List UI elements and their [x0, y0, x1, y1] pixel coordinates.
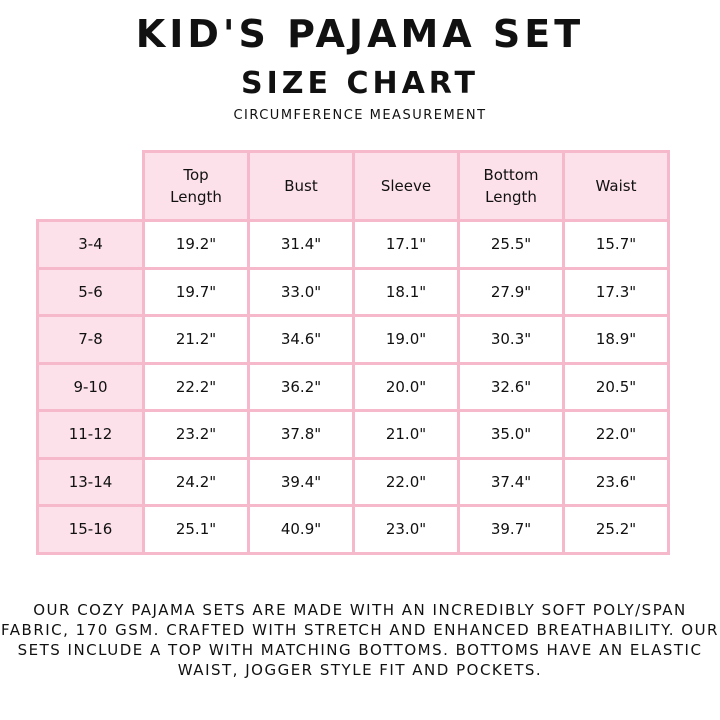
measurement-cell: 37.4" [457, 456, 565, 507]
table-row: 15-16 25.1" 40.9" 23.0" 39.7" 25.2" [36, 504, 670, 555]
size-label: 5-6 [36, 266, 145, 317]
table-row: 9-10 22.2" 36.2" 20.0" 32.6" 20.5" [36, 361, 670, 412]
measurement-cell: 25.1" [142, 504, 250, 555]
column-header-label: Sleeve [380, 176, 432, 195]
size-label: 13-14 [36, 456, 145, 507]
header-row: Top Length Bust Sleeve Bottom Length Waist [38, 150, 670, 222]
measurement-cell: 23.6" [562, 456, 670, 507]
measurement-cell: 31.4" [247, 219, 355, 270]
measurement-cell: 27.9" [457, 266, 565, 317]
measurement-cell: 36.2" [247, 361, 355, 412]
column-header-label: Bottom Length [483, 165, 539, 207]
page-title: KID'S PAJAMA SET [135, 12, 585, 56]
measurement-cell: 25.2" [562, 504, 670, 555]
column-header-label: Bust [284, 176, 318, 195]
measurement-cell: 17.1" [352, 219, 460, 270]
measurement-cell: 19.7" [142, 266, 250, 317]
measurement-cell: 37.8" [247, 409, 355, 460]
size-label: 3-4 [36, 219, 145, 270]
table-row: 13-14 24.2" 39.4" 22.0" 37.4" 23.6" [36, 456, 670, 507]
measurement-cell: 19.0" [352, 314, 460, 365]
measurement-cell: 35.0" [457, 409, 565, 460]
measurement-cell: 33.0" [247, 266, 355, 317]
measurement-cell: 24.2" [142, 456, 250, 507]
measurement-cell: 20.0" [352, 361, 460, 412]
table-row: 7-8 21.2" 34.6" 19.0" 30.3" 18.9" [36, 314, 670, 365]
table-row: 11-12 23.2" 37.8" 21.0" 35.0" 22.0" [36, 409, 670, 460]
product-description: OUR COZY PAJAMA SETS ARE MADE WITH AN IN… [1, 601, 719, 679]
measurement-cell: 39.7" [457, 504, 565, 555]
size-label: 7-8 [36, 314, 145, 365]
measurement-cell: 21.2" [142, 314, 250, 365]
measurement-cell: 18.1" [352, 266, 460, 317]
measurement-cell: 34.6" [247, 314, 355, 365]
measurement-cell: 39.4" [247, 456, 355, 507]
measurement-cell: 20.5" [562, 361, 670, 412]
corner-cell [38, 152, 144, 221]
table-row: 5-6 19.7" 33.0" 18.1" 27.9" 17.3" [36, 266, 670, 317]
size-label: 9-10 [36, 361, 145, 412]
measurement-cell: 21.0" [352, 409, 460, 460]
column-header: Sleeve [352, 150, 460, 222]
size-label: 11-12 [36, 409, 145, 460]
measurement-cell: 17.3" [562, 266, 670, 317]
measurement-cell: 19.2" [142, 219, 250, 270]
size-label: 15-16 [36, 504, 145, 555]
column-header-label: Waist [595, 176, 637, 195]
column-header: Bust [247, 150, 355, 222]
measurement-cell: 25.5" [457, 219, 565, 270]
column-header-label: Top Length [170, 165, 222, 207]
table-row: 3-4 19.2" 31.4" 17.1" 25.5" 15.7" [36, 219, 670, 270]
measurement-cell: 40.9" [247, 504, 355, 555]
measurement-note: CIRCUMFERENCE MEASUREMENT [233, 108, 487, 123]
size-chart-table: Top Length Bust Sleeve Bottom Length Waist 3-… [36, 150, 670, 555]
measurement-cell: 18.9" [562, 314, 670, 365]
measurement-cell: 30.3" [457, 314, 565, 365]
column-header: Bottom Length [457, 150, 565, 222]
measurement-cell: 22.2" [142, 361, 250, 412]
measurement-cell: 22.0" [562, 409, 670, 460]
page-subtitle: SIZE CHART [240, 66, 480, 101]
measurement-cell: 15.7" [562, 219, 670, 270]
measurement-cell: 22.0" [352, 456, 460, 507]
column-header: Top Length [142, 150, 250, 222]
measurement-cell: 32.6" [457, 361, 565, 412]
measurement-cell: 23.2" [142, 409, 250, 460]
measurement-cell: 23.0" [352, 504, 460, 555]
column-header: Waist [562, 150, 670, 222]
